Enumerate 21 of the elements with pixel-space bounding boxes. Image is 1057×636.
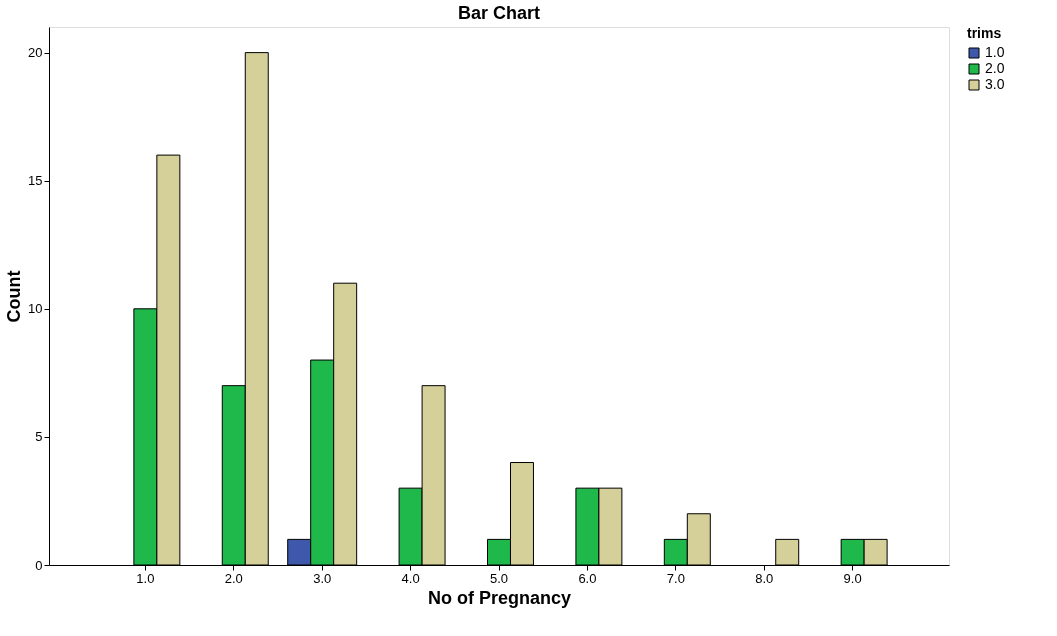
x-tick-label: 7.0 [666,570,685,586]
x-tick-label: 1.0 [136,570,155,586]
legend-label: 1.0 [985,44,1005,60]
legend-title: trims [967,25,1002,41]
x-tick-label: 5.0 [489,570,509,586]
y-tick-label: 15 [28,173,43,189]
x-tick-label: 6.0 [578,570,597,586]
y-axis-title: Count [4,270,25,323]
legend-label: 3.0 [985,76,1005,92]
x-tick-label: 2.0 [224,570,243,586]
y-tick-label: 0 [35,557,43,573]
y-tick-label: 10 [28,301,43,317]
legend-label: 2.0 [985,60,1005,76]
y-tick-label: 20 [28,45,43,61]
x-tick-label: 8.0 [755,570,774,586]
x-tick-label: 3.0 [313,570,332,586]
y-tick-label: 5 [35,429,43,445]
x-tick-label: 9.0 [843,570,862,586]
x-axis-title: No of Pregnancy [427,587,572,608]
x-tick-label: 4.0 [401,570,420,586]
chart-title: Bar Chart [457,3,541,23]
